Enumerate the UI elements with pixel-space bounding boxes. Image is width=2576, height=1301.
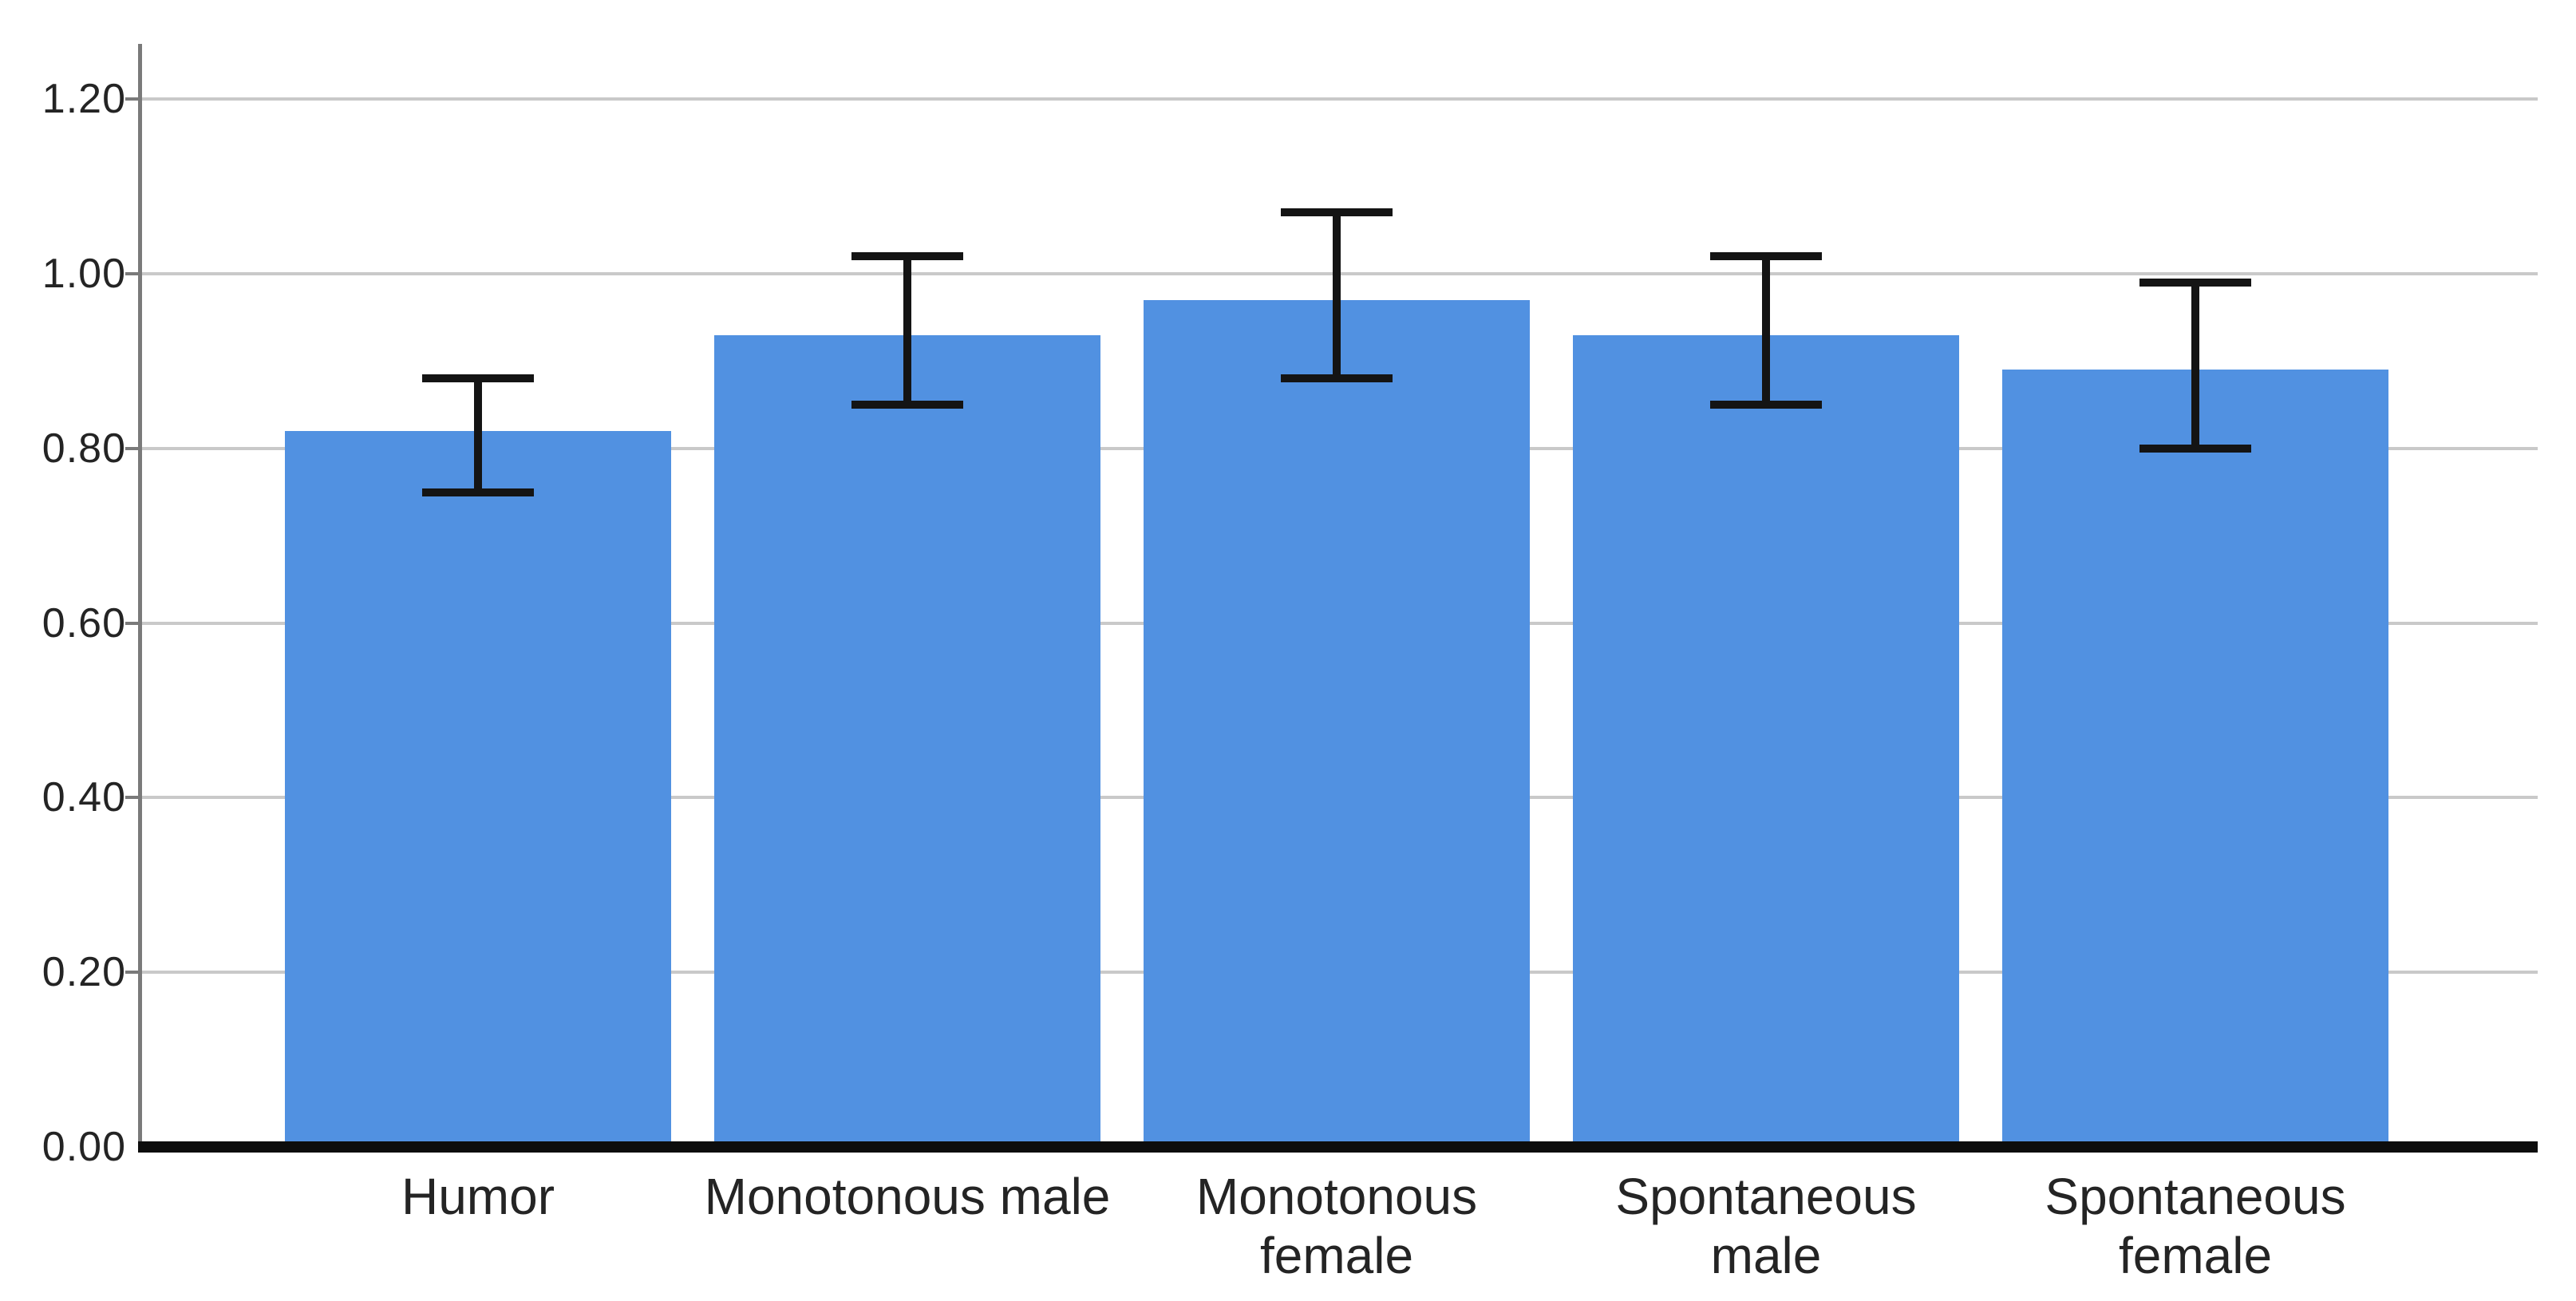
x-tick-label: Monotonous female bbox=[1097, 1167, 1576, 1285]
error-bar-whisker bbox=[903, 256, 911, 405]
x-tick-label: Spontaneous male bbox=[1527, 1167, 2005, 1285]
x-tick-label-line: male bbox=[1710, 1227, 1822, 1284]
x-tick-label-line: female bbox=[2118, 1227, 2273, 1284]
error-bar-cap-top bbox=[1710, 252, 1822, 261]
y-tick-mark bbox=[125, 796, 140, 800]
y-axis-line bbox=[137, 44, 142, 1153]
y-tick-mark bbox=[125, 272, 140, 275]
bar bbox=[2002, 370, 2388, 1141]
y-tick-mark bbox=[125, 446, 140, 450]
error-bar-whisker bbox=[474, 378, 482, 492]
error-bar-cap-bottom bbox=[1281, 374, 1393, 383]
y-tick-label: 0.00 bbox=[41, 1124, 126, 1170]
error-bar-cap-bottom bbox=[851, 401, 963, 409]
y-tick-label: 0.60 bbox=[41, 599, 126, 647]
error-bar-cap-top bbox=[422, 374, 534, 383]
bar bbox=[1573, 334, 1959, 1141]
error-bar-cap-bottom bbox=[1710, 401, 1822, 409]
x-tick-label: Monotonous male bbox=[668, 1167, 1147, 1226]
x-tick-label-line: Humor bbox=[401, 1168, 555, 1225]
error-bar-whisker bbox=[1333, 212, 1341, 379]
x-tick-label-line: Spontaneous bbox=[1615, 1168, 1917, 1225]
bar bbox=[714, 334, 1100, 1141]
x-tick-label-line: Monotonous male bbox=[704, 1168, 1111, 1225]
x-tick-label: Spontaneous female bbox=[1956, 1167, 2435, 1285]
y-tick-label: 0.80 bbox=[41, 425, 126, 472]
y-tick-mark bbox=[125, 621, 140, 625]
y-tick-label: 0.20 bbox=[41, 949, 126, 996]
error-bar-cap-top bbox=[1281, 208, 1393, 217]
error-bar-whisker bbox=[1762, 256, 1770, 405]
y-tick-label: 1.00 bbox=[41, 251, 126, 297]
error-bar-cap-bottom bbox=[2139, 444, 2251, 453]
x-tick-label-line: Spontaneous bbox=[2045, 1168, 2346, 1225]
gridline bbox=[140, 97, 2538, 101]
y-tick-mark bbox=[125, 97, 140, 101]
x-axis-line bbox=[137, 1141, 2538, 1153]
error-bar-cap-top bbox=[851, 252, 963, 261]
error-bar-cap-bottom bbox=[422, 488, 534, 496]
y-tick-label: 1.20 bbox=[41, 76, 126, 123]
x-tick-label-line: female bbox=[1259, 1227, 1414, 1284]
y-tick-mark bbox=[125, 971, 140, 975]
x-tick-label: Humor bbox=[239, 1167, 717, 1226]
error-bar-cap-top bbox=[2139, 278, 2251, 287]
error-bar-whisker bbox=[2191, 282, 2199, 449]
x-tick-label-line: Monotonous bbox=[1195, 1168, 1478, 1225]
bar bbox=[285, 430, 671, 1141]
y-tick-label: 0.40 bbox=[41, 774, 126, 821]
bar bbox=[1144, 299, 1530, 1141]
